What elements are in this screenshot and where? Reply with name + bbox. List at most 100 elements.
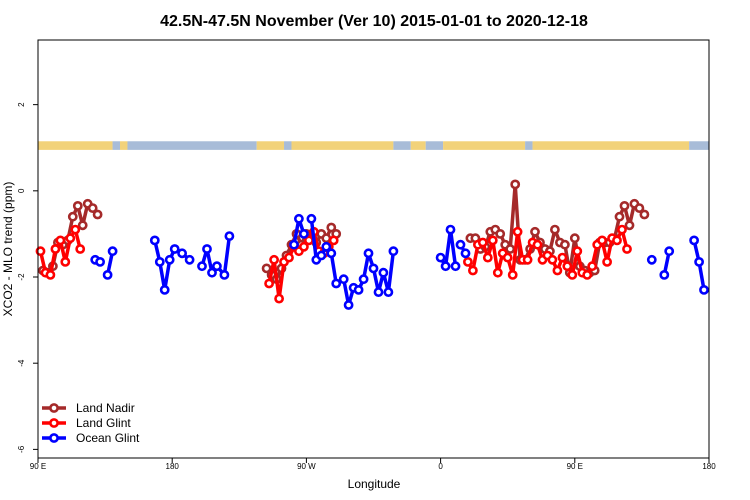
band-segment-land bbox=[120, 141, 128, 150]
data-point bbox=[510, 179, 521, 190]
series-2 bbox=[90, 213, 709, 310]
data-point bbox=[331, 278, 342, 289]
x-tick-label: 180 bbox=[702, 462, 716, 471]
x-tick-label: 90 E bbox=[567, 462, 583, 471]
data-point bbox=[67, 211, 78, 222]
data-point bbox=[378, 267, 389, 278]
x-axis-label: Longitude bbox=[348, 477, 401, 491]
data-point bbox=[507, 269, 518, 280]
plot-frame bbox=[37, 39, 710, 459]
data-point bbox=[261, 263, 272, 274]
data-point bbox=[207, 267, 217, 278]
series-layer bbox=[35, 179, 709, 310]
data-point bbox=[298, 241, 309, 252]
data-point bbox=[274, 293, 284, 304]
data-point bbox=[149, 235, 160, 246]
data-point bbox=[60, 256, 71, 267]
data-point bbox=[95, 256, 105, 267]
data-point bbox=[202, 244, 212, 254]
legend-item: Land Glint bbox=[42, 416, 131, 430]
data-point bbox=[530, 226, 540, 237]
x-tick-label: 180 bbox=[166, 462, 180, 471]
data-point bbox=[177, 248, 187, 259]
data-point bbox=[72, 200, 83, 211]
data-point bbox=[689, 235, 699, 246]
data-point bbox=[646, 254, 657, 265]
y-axis-label: XCO2 - MLO trend (ppm) bbox=[1, 182, 15, 317]
data-point bbox=[552, 265, 563, 276]
legend-label: Land Nadir bbox=[76, 401, 135, 415]
x-tick-label: 90 W bbox=[297, 462, 316, 471]
data-point bbox=[87, 203, 98, 213]
data-point bbox=[602, 256, 612, 267]
data-point bbox=[159, 284, 170, 295]
band-segment-ocean bbox=[393, 141, 411, 150]
data-point bbox=[338, 274, 349, 285]
data-point bbox=[102, 269, 113, 280]
data-point bbox=[343, 300, 354, 310]
legend-marker bbox=[49, 418, 59, 428]
series-line bbox=[439, 227, 458, 268]
data-point bbox=[77, 220, 88, 231]
data-point bbox=[197, 261, 207, 272]
data-point bbox=[321, 241, 332, 252]
data-point bbox=[373, 287, 384, 297]
x-tick-label: 90 E bbox=[30, 462, 46, 471]
data-point bbox=[617, 224, 627, 235]
data-point bbox=[460, 248, 471, 259]
y-tick-label: 0 bbox=[17, 188, 26, 193]
data-point bbox=[184, 254, 195, 265]
data-point bbox=[622, 244, 632, 254]
data-point bbox=[659, 269, 670, 280]
data-point bbox=[328, 235, 339, 246]
band-segment-land bbox=[291, 141, 394, 150]
data-point bbox=[219, 269, 230, 280]
data-point bbox=[169, 244, 180, 254]
data-point bbox=[634, 203, 645, 213]
data-point bbox=[269, 254, 279, 265]
data-point bbox=[567, 269, 578, 280]
legend-marker bbox=[49, 433, 59, 443]
data-point bbox=[639, 209, 650, 220]
band-segment-land bbox=[38, 141, 113, 150]
data-point bbox=[597, 235, 607, 246]
data-point bbox=[298, 228, 309, 239]
data-point bbox=[560, 239, 570, 250]
data-point bbox=[326, 248, 337, 259]
band-segment-ocean bbox=[689, 141, 709, 150]
data-point bbox=[547, 254, 558, 265]
y-tick-label: -6 bbox=[17, 445, 26, 453]
band-segment-land bbox=[410, 141, 426, 150]
data-point bbox=[482, 252, 493, 263]
data-point bbox=[587, 261, 598, 272]
data-point bbox=[92, 209, 103, 220]
data-point bbox=[388, 246, 399, 257]
data-point bbox=[614, 211, 625, 222]
data-point bbox=[505, 244, 516, 254]
data-point bbox=[383, 287, 394, 297]
data-point bbox=[664, 246, 675, 257]
x-tick-label: 0 bbox=[438, 462, 443, 471]
data-point bbox=[154, 256, 165, 267]
data-point bbox=[35, 246, 46, 257]
band-segment-ocean bbox=[284, 141, 292, 150]
data-point bbox=[532, 239, 543, 250]
data-point bbox=[75, 244, 86, 254]
y-tick-label: -4 bbox=[17, 359, 26, 367]
data-point bbox=[492, 267, 503, 278]
data-point bbox=[50, 244, 61, 254]
data-point bbox=[512, 226, 523, 237]
data-point bbox=[440, 261, 451, 272]
data-point bbox=[477, 237, 488, 248]
data-point bbox=[557, 252, 568, 263]
data-point bbox=[164, 254, 175, 265]
data-point bbox=[326, 222, 337, 233]
band-segment-land bbox=[443, 141, 526, 150]
data-point bbox=[562, 261, 573, 272]
data-point bbox=[65, 233, 76, 244]
legend-label: Ocean Glint bbox=[76, 431, 140, 445]
data-point bbox=[224, 231, 235, 241]
data-point bbox=[495, 228, 506, 239]
data-point bbox=[107, 246, 118, 257]
